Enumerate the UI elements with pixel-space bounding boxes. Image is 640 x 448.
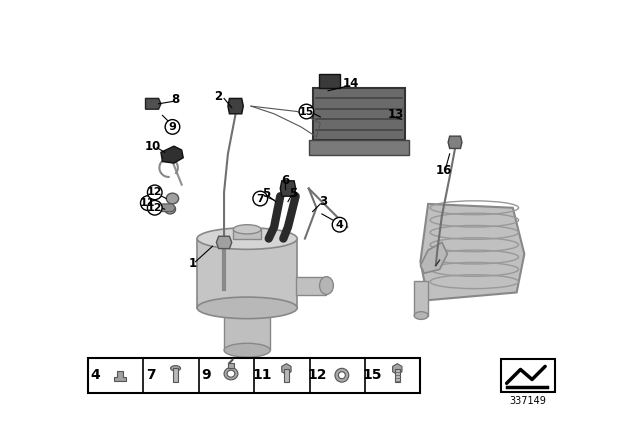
Text: 15: 15 [363, 368, 383, 382]
Polygon shape [216, 236, 232, 249]
Polygon shape [161, 146, 183, 163]
Text: 3: 3 [319, 195, 328, 208]
Text: 6: 6 [281, 173, 289, 186]
Bar [501, 359, 555, 392]
Ellipse shape [164, 205, 175, 214]
Polygon shape [282, 364, 291, 375]
Polygon shape [420, 204, 524, 300]
Polygon shape [280, 181, 296, 196]
Text: 12: 12 [307, 368, 327, 382]
Ellipse shape [227, 370, 235, 377]
Ellipse shape [166, 193, 179, 204]
Text: 7: 7 [146, 368, 156, 382]
Polygon shape [392, 364, 402, 375]
Polygon shape [228, 99, 243, 114]
Text: 13: 13 [388, 108, 404, 121]
Text: 8: 8 [172, 94, 180, 107]
Text: 2: 2 [214, 90, 223, 103]
Text: 5: 5 [289, 187, 298, 200]
Text: 5: 5 [262, 187, 271, 200]
Polygon shape [224, 312, 270, 350]
Ellipse shape [197, 228, 297, 250]
Polygon shape [448, 136, 462, 148]
Text: 337149: 337149 [510, 396, 547, 406]
Bar [284, 369, 289, 382]
Text: 11: 11 [252, 368, 271, 382]
Polygon shape [197, 238, 297, 308]
Text: 14: 14 [343, 78, 359, 90]
Polygon shape [420, 242, 447, 273]
Circle shape [299, 104, 314, 119]
Text: 12: 12 [147, 203, 163, 213]
Text: 16: 16 [435, 164, 452, 177]
Circle shape [141, 196, 155, 211]
Polygon shape [145, 99, 161, 109]
Polygon shape [414, 281, 428, 315]
Text: 15: 15 [299, 107, 314, 116]
Ellipse shape [197, 297, 297, 319]
Ellipse shape [224, 367, 238, 380]
Text: 9: 9 [168, 122, 177, 132]
Ellipse shape [339, 372, 346, 379]
Circle shape [332, 217, 347, 232]
Ellipse shape [234, 225, 261, 234]
Ellipse shape [335, 368, 349, 382]
Bar [395, 369, 399, 382]
Text: 7: 7 [257, 194, 264, 203]
Text: 4: 4 [335, 220, 344, 230]
Text: 1: 1 [188, 258, 196, 271]
Ellipse shape [319, 277, 333, 294]
Polygon shape [308, 140, 409, 155]
Ellipse shape [414, 312, 428, 319]
Polygon shape [234, 229, 261, 238]
Text: 10: 10 [144, 140, 161, 153]
Ellipse shape [170, 366, 180, 371]
Ellipse shape [224, 343, 270, 357]
Circle shape [147, 200, 162, 215]
Bar [88, 358, 420, 392]
Polygon shape [312, 88, 405, 140]
Polygon shape [319, 74, 340, 88]
Polygon shape [114, 370, 126, 381]
Text: 12: 12 [147, 187, 163, 198]
Bar [173, 368, 178, 382]
Text: 9: 9 [202, 368, 211, 382]
Polygon shape [159, 204, 175, 211]
Text: 11: 11 [140, 198, 156, 208]
Polygon shape [296, 277, 326, 295]
Text: 4: 4 [91, 368, 100, 382]
Bar [228, 363, 234, 367]
Circle shape [253, 191, 268, 206]
Circle shape [165, 120, 180, 134]
Circle shape [147, 185, 162, 200]
